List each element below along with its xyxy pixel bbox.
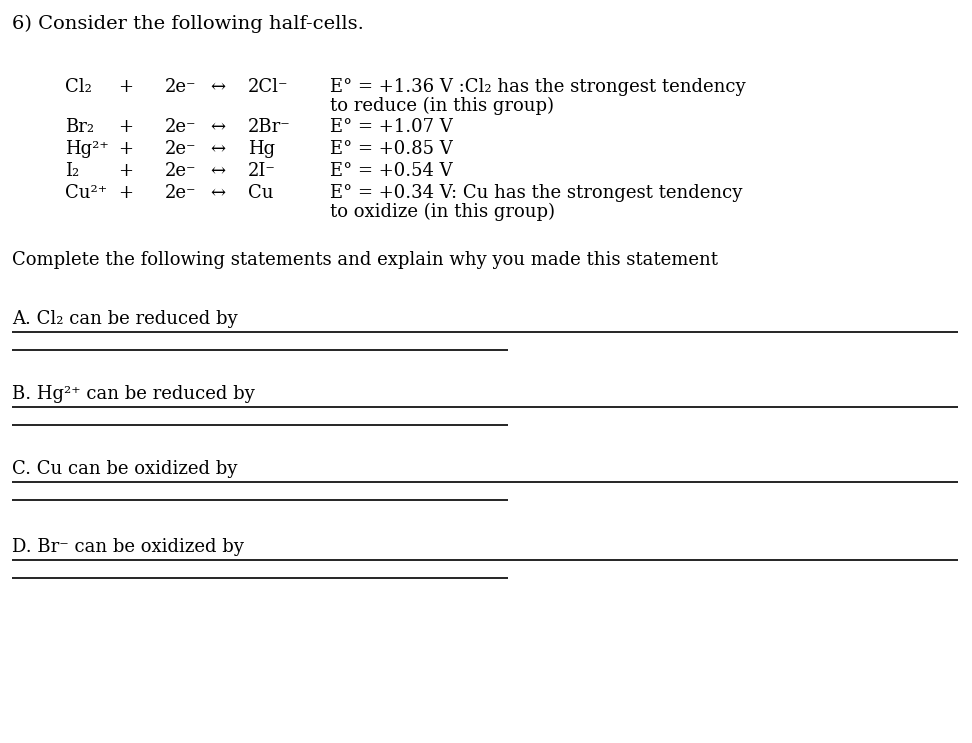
Text: 2e⁻: 2e⁻ [165, 78, 196, 96]
Text: ↔: ↔ [210, 140, 226, 158]
Text: Hg²⁺: Hg²⁺ [65, 140, 109, 158]
Text: Cu²⁺: Cu²⁺ [65, 184, 107, 202]
Text: to oxidize (in this group): to oxidize (in this group) [330, 203, 555, 221]
Text: +: + [118, 162, 133, 180]
Text: 2e⁻: 2e⁻ [165, 118, 196, 136]
Text: 2e⁻: 2e⁻ [165, 140, 196, 158]
Text: B. Hg²⁺ can be reduced by: B. Hg²⁺ can be reduced by [12, 385, 255, 403]
Text: 6) Consider the following half-cells.: 6) Consider the following half-cells. [12, 15, 364, 33]
Text: 2Cl⁻: 2Cl⁻ [248, 78, 289, 96]
Text: Cl₂: Cl₂ [65, 78, 92, 96]
Text: 2e⁻: 2e⁻ [165, 184, 196, 202]
Text: +: + [118, 78, 133, 96]
Text: 2Br⁻: 2Br⁻ [248, 118, 291, 136]
Text: 2I⁻: 2I⁻ [248, 162, 276, 180]
Text: ↔: ↔ [210, 78, 226, 96]
Text: Br₂: Br₂ [65, 118, 94, 136]
Text: C. Cu can be oxidized by: C. Cu can be oxidized by [12, 460, 237, 478]
Text: E° = +0.85 V: E° = +0.85 V [330, 140, 453, 158]
Text: ↔: ↔ [210, 118, 226, 136]
Text: ↔: ↔ [210, 162, 226, 180]
Text: A. Cl₂ can be reduced by: A. Cl₂ can be reduced by [12, 310, 237, 328]
Text: ↔: ↔ [210, 184, 226, 202]
Text: 2e⁻: 2e⁻ [165, 162, 196, 180]
Text: I₂: I₂ [65, 162, 80, 180]
Text: E° = +1.36 V :Cl₂ has the strongest tendency: E° = +1.36 V :Cl₂ has the strongest tend… [330, 78, 746, 96]
Text: Cu: Cu [248, 184, 273, 202]
Text: D. Br⁻ can be oxidized by: D. Br⁻ can be oxidized by [12, 538, 244, 556]
Text: +: + [118, 118, 133, 136]
Text: +: + [118, 184, 133, 202]
Text: E° = +0.34 V: Cu has the strongest tendency: E° = +0.34 V: Cu has the strongest tende… [330, 184, 743, 202]
Text: to reduce (in this group): to reduce (in this group) [330, 97, 554, 115]
Text: E° = +1.07 V: E° = +1.07 V [330, 118, 453, 136]
Text: Complete the following statements and explain why you made this statement: Complete the following statements and ex… [12, 251, 718, 269]
Text: +: + [118, 140, 133, 158]
Text: E° = +0.54 V: E° = +0.54 V [330, 162, 453, 180]
Text: Hg: Hg [248, 140, 275, 158]
